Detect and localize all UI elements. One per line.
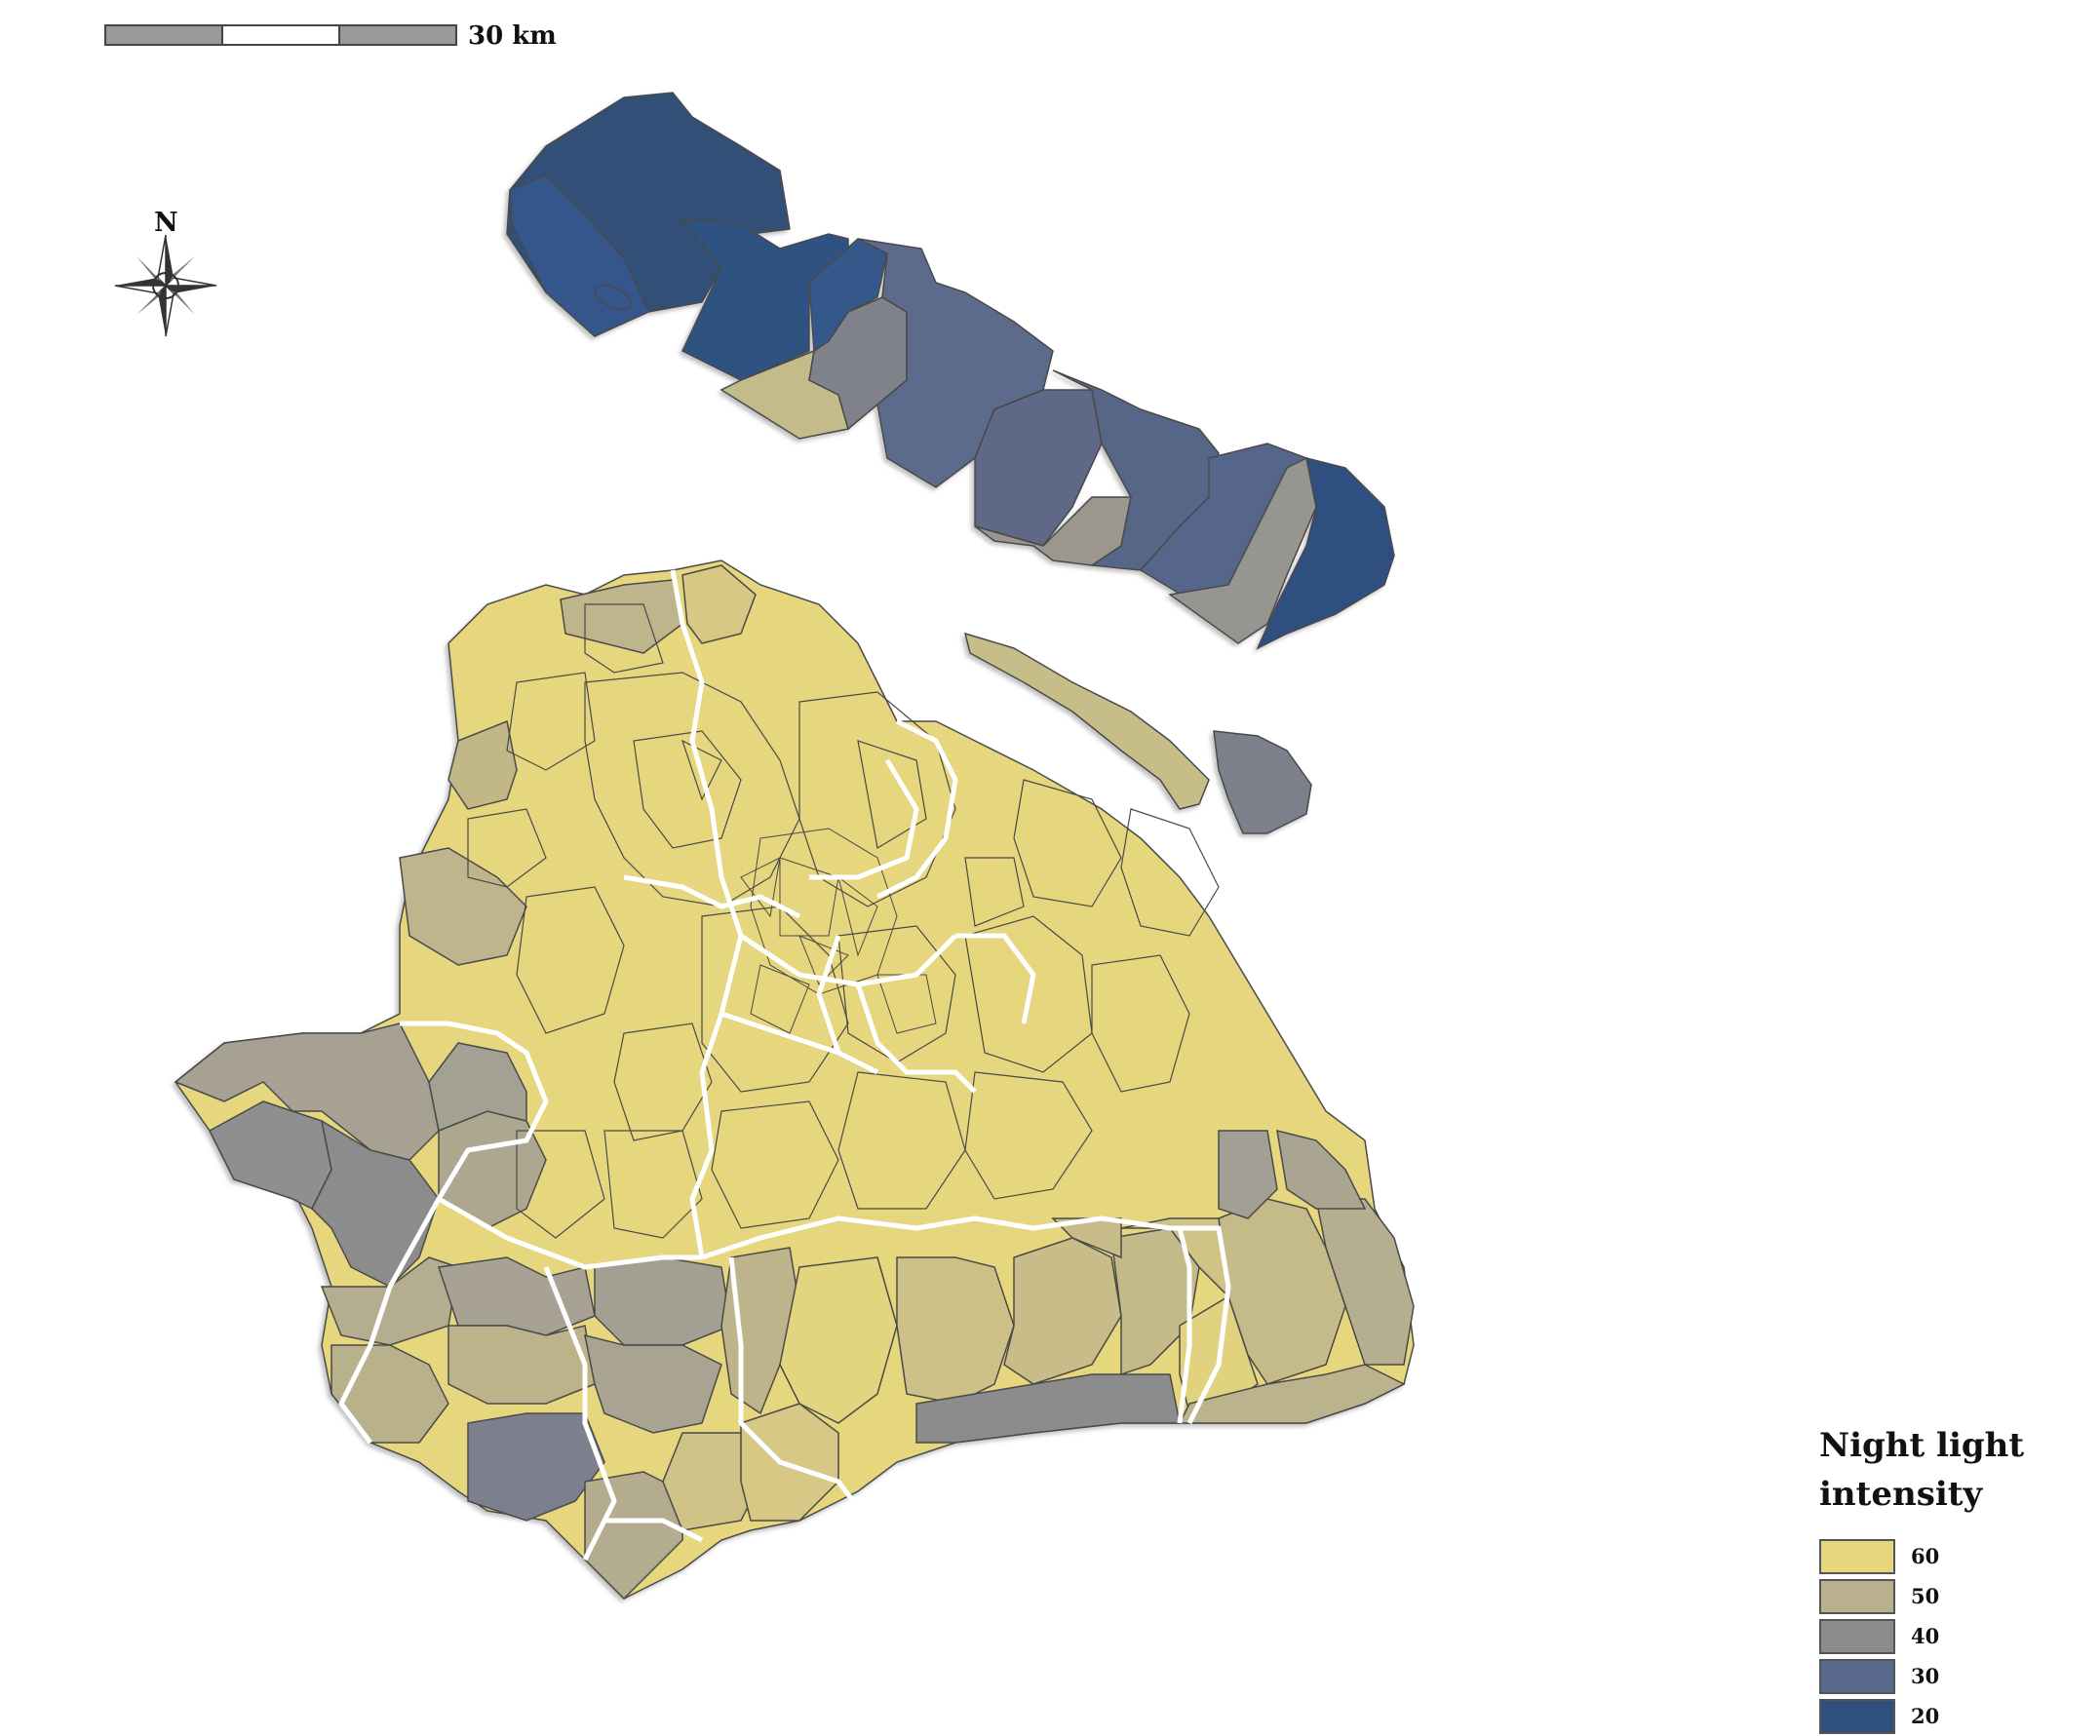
region-fengxian-d: [1003, 1237, 1122, 1385]
region-jiading-west: [447, 719, 518, 810]
legend-item: 50: [1819, 1576, 2073, 1616]
legend-item: 20: [1819, 1696, 2073, 1736]
region-jinshan-a: [740, 1403, 839, 1522]
legend-label: 40: [1911, 1624, 1940, 1648]
legend-swatch: [1819, 1698, 1895, 1734]
scale-bar-label: 30 km: [468, 21, 557, 51]
legend-swatch: [1819, 1658, 1895, 1694]
region-jiading-north: [560, 579, 683, 654]
region-baoshan-north: [681, 564, 757, 644]
legend-label: 30: [1911, 1664, 1940, 1688]
legend-title-line1: Night light: [1819, 1426, 2025, 1465]
shanghai-mainland: [174, 559, 1415, 1601]
legend-label: 20: [1911, 1704, 1940, 1728]
compass-rose-icon: [114, 234, 217, 337]
region-qingpu-a: [399, 847, 527, 966]
legend-label: 50: [1911, 1584, 1940, 1608]
region-fengxian-c: [896, 1256, 1015, 1405]
legend-item: 40: [1819, 1616, 2073, 1656]
urban-subdistricts: [467, 603, 1220, 1239]
legend: Night light intensity 60 50 40 30 20: [1819, 1421, 2073, 1736]
region-qingpu-b: [174, 1022, 440, 1161]
region-nanhui-b: [1218, 1198, 1346, 1385]
scale-bar: [104, 24, 457, 46]
region-chongming-east: [1256, 456, 1395, 650]
central-urban-grid: [740, 828, 937, 1034]
legend-item: 30: [1819, 1656, 2073, 1696]
legend-label: 60: [1911, 1544, 1940, 1568]
region-songjiang-mid-b: [594, 1256, 732, 1346]
region-songjiang-d: [584, 1333, 722, 1434]
legend-title-line2: intensity: [1819, 1475, 1983, 1514]
chongming-island: [506, 92, 1395, 650]
legend-swatch: [1819, 1538, 1895, 1574]
region-changxing-island: [963, 632, 1210, 810]
district-boundaries: [338, 569, 1231, 1601]
region-hengsha-island: [1213, 730, 1312, 834]
region-fengxian-b: [779, 1256, 898, 1424]
legend-swatch: [1819, 1618, 1895, 1654]
north-label: N: [154, 208, 178, 238]
legend-item: 60: [1819, 1536, 2073, 1576]
region-pudong-grey-b: [1276, 1129, 1367, 1210]
region-islet-west: [594, 284, 633, 311]
changxing-hengsha: [963, 632, 1312, 834]
region-songjiang-f: [584, 1471, 683, 1601]
legend-swatch: [1819, 1578, 1895, 1614]
legend-items: 60 50 40 30 20: [1819, 1536, 2073, 1736]
region-nanhui-a: [1178, 1364, 1406, 1424]
region-pudong-grey-a: [1218, 1130, 1278, 1219]
region-qingpu-f: [428, 1042, 527, 1133]
region-nanhui-c: [1315, 1198, 1415, 1366]
